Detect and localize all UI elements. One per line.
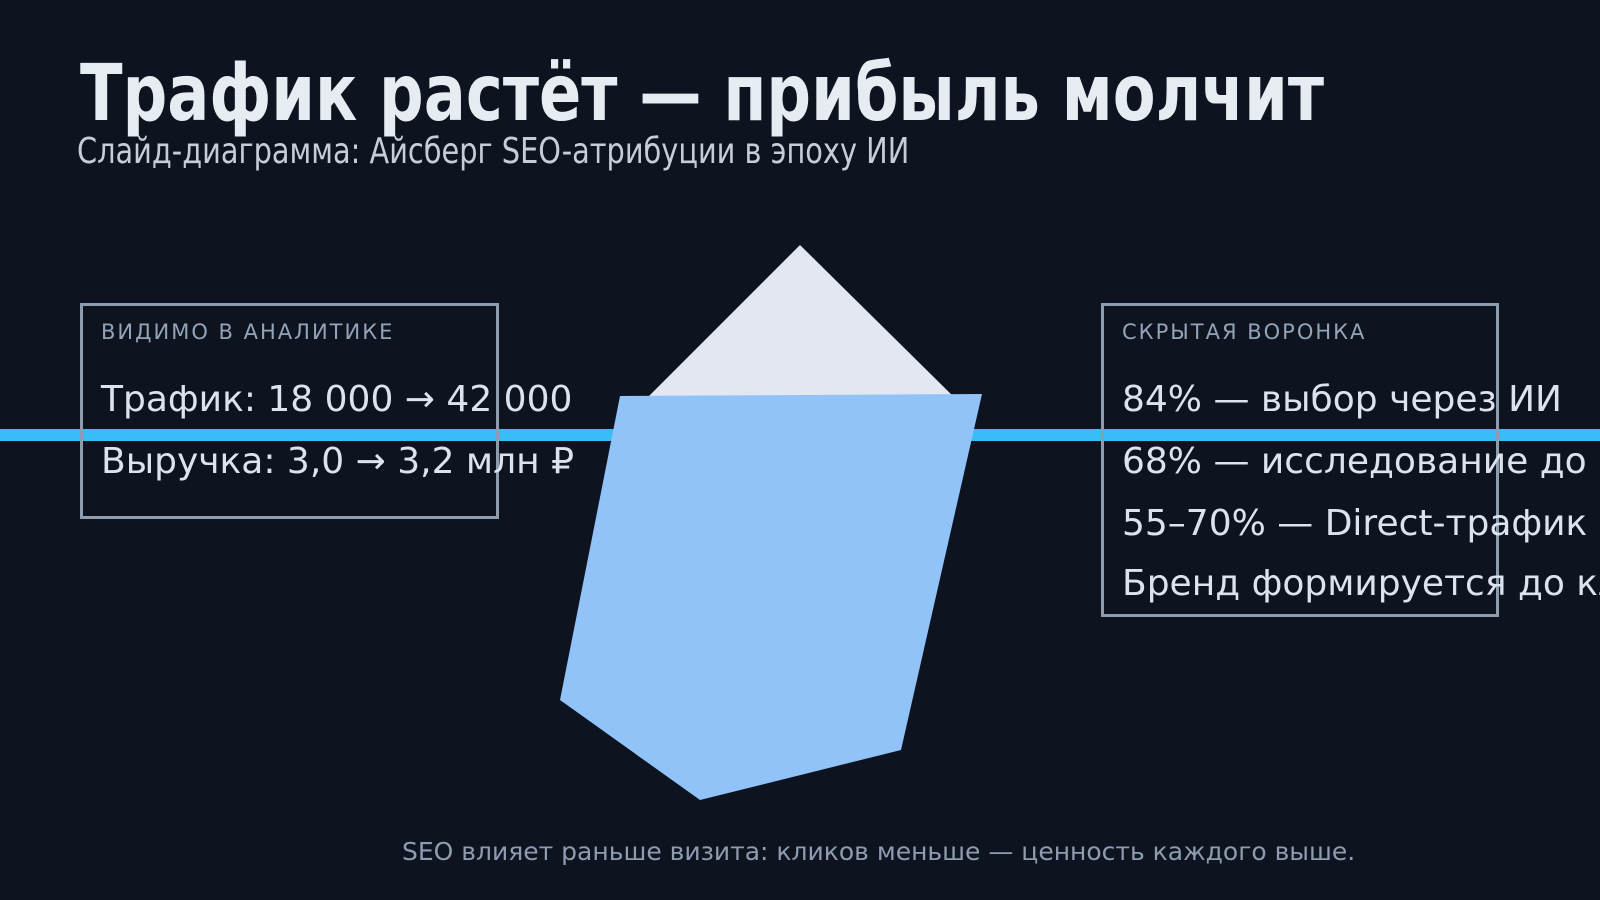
traffic-stat-line: Трафик: 18 000 → 42 000	[101, 379, 573, 420]
revenue-stat-line: Выручка: 3,0 → 3,2 млн ₽	[101, 441, 574, 482]
hidden-funnel-panel: СКРЫТАЯ ВОРОНКА 84% — выбор через ИИ 68%…	[1101, 303, 1600, 617]
visible-in-analytics-panel: ВИДИМО В АНАЛИТИКЕ Трафик: 18 000 → 42 0…	[80, 303, 574, 519]
panel-label: СКРЫТАЯ ВОРОНКА	[1122, 320, 1367, 344]
footer-caption: SEO влияет раньше визита: кликов меньше …	[402, 837, 1356, 866]
iceberg-tip-shape	[641, 245, 961, 404]
page-subtitle: Слайд-диаграмма: Айсберг SEO-атрибуции в…	[77, 131, 910, 172]
brand-stat-line: Бренд формируется до клика	[1122, 563, 1600, 604]
page-title: Трафик растёт — прибыль молчит	[80, 49, 1325, 139]
direct-traffic-stat-line: 55–70% — Direct-трафик	[1122, 503, 1588, 544]
ai-choice-stat-line: 84% — выбор через ИИ	[1122, 379, 1562, 420]
research-stat-line: 68% — исследование до сайта	[1122, 441, 1600, 482]
iceberg-body-shape	[560, 394, 982, 800]
panel-label: ВИДИМО В АНАЛИТИКЕ	[101, 320, 395, 344]
